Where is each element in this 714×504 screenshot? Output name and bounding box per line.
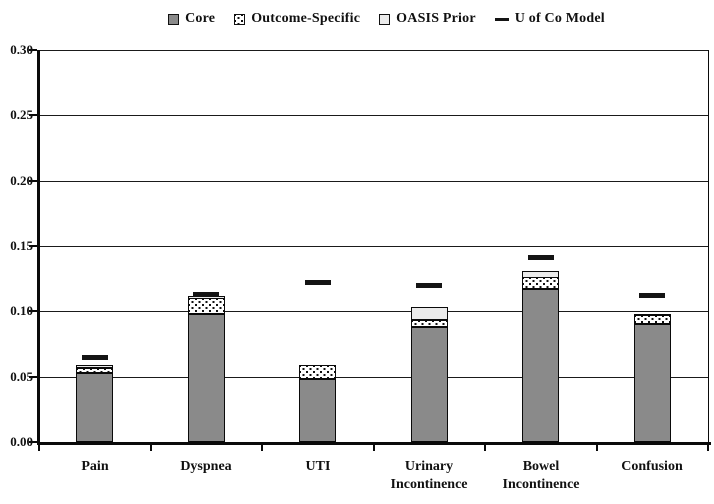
y-tick-label: 0.10 <box>10 303 33 318</box>
x-axis-tick <box>484 445 486 451</box>
x-category-label-line: UTI <box>305 459 331 474</box>
y-axis-tick <box>29 245 37 247</box>
x-category-label: Urinary Incontinence <box>359 458 499 494</box>
y-tick-label: 0.30 <box>10 42 33 57</box>
gridline <box>40 115 708 116</box>
legend-label-outcome-specific: Outcome-Specific <box>251 11 361 26</box>
bar-segment-outcome-specific <box>522 277 559 289</box>
bar-segment-core <box>634 324 671 442</box>
x-category-label-line: Urinary <box>404 459 454 474</box>
x-category-label-line: Incontinence <box>502 477 580 492</box>
x-category-label: Pain <box>25 458 165 476</box>
legend-label-oasis-prior: OASIS Prior <box>396 11 476 26</box>
gridline <box>40 246 708 247</box>
bar-segment-outcome-specific <box>634 315 671 324</box>
gridline <box>40 50 708 51</box>
bar-segment-core <box>76 373 113 442</box>
y-axis-tick <box>29 114 37 116</box>
legend: Core Outcome-Specific OASIS Prior U of C… <box>0 9 714 29</box>
y-tick-label: 0.20 <box>10 173 33 188</box>
gridline <box>40 311 708 312</box>
x-axis-line <box>37 442 711 445</box>
x-category-label: Confusion <box>582 458 714 476</box>
x-category-label-line: Bowel <box>522 459 560 474</box>
x-axis-tick <box>150 445 152 451</box>
core-swatch-icon <box>168 13 180 25</box>
bar-segment-oasis-prior <box>634 314 671 316</box>
u-of-co-model-marker <box>82 355 108 360</box>
x-category-label: UTI <box>248 458 388 476</box>
y-axis-tick <box>29 441 37 443</box>
bar-segment-oasis-prior <box>76 365 113 368</box>
bar-segment-outcome-specific <box>76 368 113 373</box>
x-axis-tick <box>707 445 709 451</box>
x-axis-tick <box>373 445 375 451</box>
bar-segment-oasis-prior <box>522 271 559 278</box>
bar-segment-core <box>411 327 448 442</box>
bar-segment-core <box>188 314 225 442</box>
x-axis-tick <box>596 445 598 451</box>
y-axis-tick <box>29 310 37 312</box>
y-axis-line <box>37 50 40 445</box>
bar-segment-outcome-specific <box>411 320 448 327</box>
y-axis-tick <box>29 180 37 182</box>
bar-segment-core <box>522 289 559 442</box>
x-category-label-line: Incontinence <box>390 477 468 492</box>
y-tick-label: 0.25 <box>10 107 33 122</box>
plot-right-border <box>708 50 709 442</box>
bar-segment-outcome-specific <box>188 298 225 314</box>
legend-label-u-of-co-model: U of Co Model <box>514 11 605 26</box>
u-of-co-model-marker <box>528 255 554 260</box>
legend-item-core: Core <box>168 11 215 27</box>
u-of-co-model-marker <box>305 280 331 285</box>
gridline <box>40 181 708 182</box>
y-axis-tick <box>29 376 37 378</box>
x-category-label: Dyspnea <box>136 458 276 476</box>
gridline <box>40 377 708 378</box>
x-category-label: Bowel Incontinence <box>471 458 611 494</box>
u-of-co-model-marker <box>416 283 442 288</box>
oasis-prior-swatch-icon <box>379 13 391 25</box>
x-category-label-line: Confusion <box>621 459 683 474</box>
legend-label-core: Core <box>185 11 216 26</box>
x-axis-tick <box>38 445 40 451</box>
legend-item-oasis-prior: OASIS Prior <box>379 11 476 27</box>
y-tick-label: 0.15 <box>10 238 33 253</box>
u-of-co-model-marker <box>639 293 665 298</box>
outcome-specific-swatch-icon <box>234 13 246 25</box>
u-of-co-model-marker <box>193 292 219 297</box>
y-tick-label: 0.05 <box>10 369 33 384</box>
bar-segment-oasis-prior <box>411 307 448 320</box>
legend-item-outcome-specific: Outcome-Specific <box>234 11 360 27</box>
bar-segment-outcome-specific <box>299 365 336 379</box>
y-axis-tick <box>29 49 37 51</box>
u-of-co-model-dash-icon <box>494 17 509 21</box>
legend-item-u-of-co-model: U of Co Model <box>494 11 605 27</box>
x-category-label-line: Pain <box>81 459 109 474</box>
x-category-label-line: Dyspnea <box>180 459 232 474</box>
x-axis-tick <box>261 445 263 451</box>
y-tick-label: 0.00 <box>10 434 33 449</box>
bar-segment-core <box>299 379 336 442</box>
